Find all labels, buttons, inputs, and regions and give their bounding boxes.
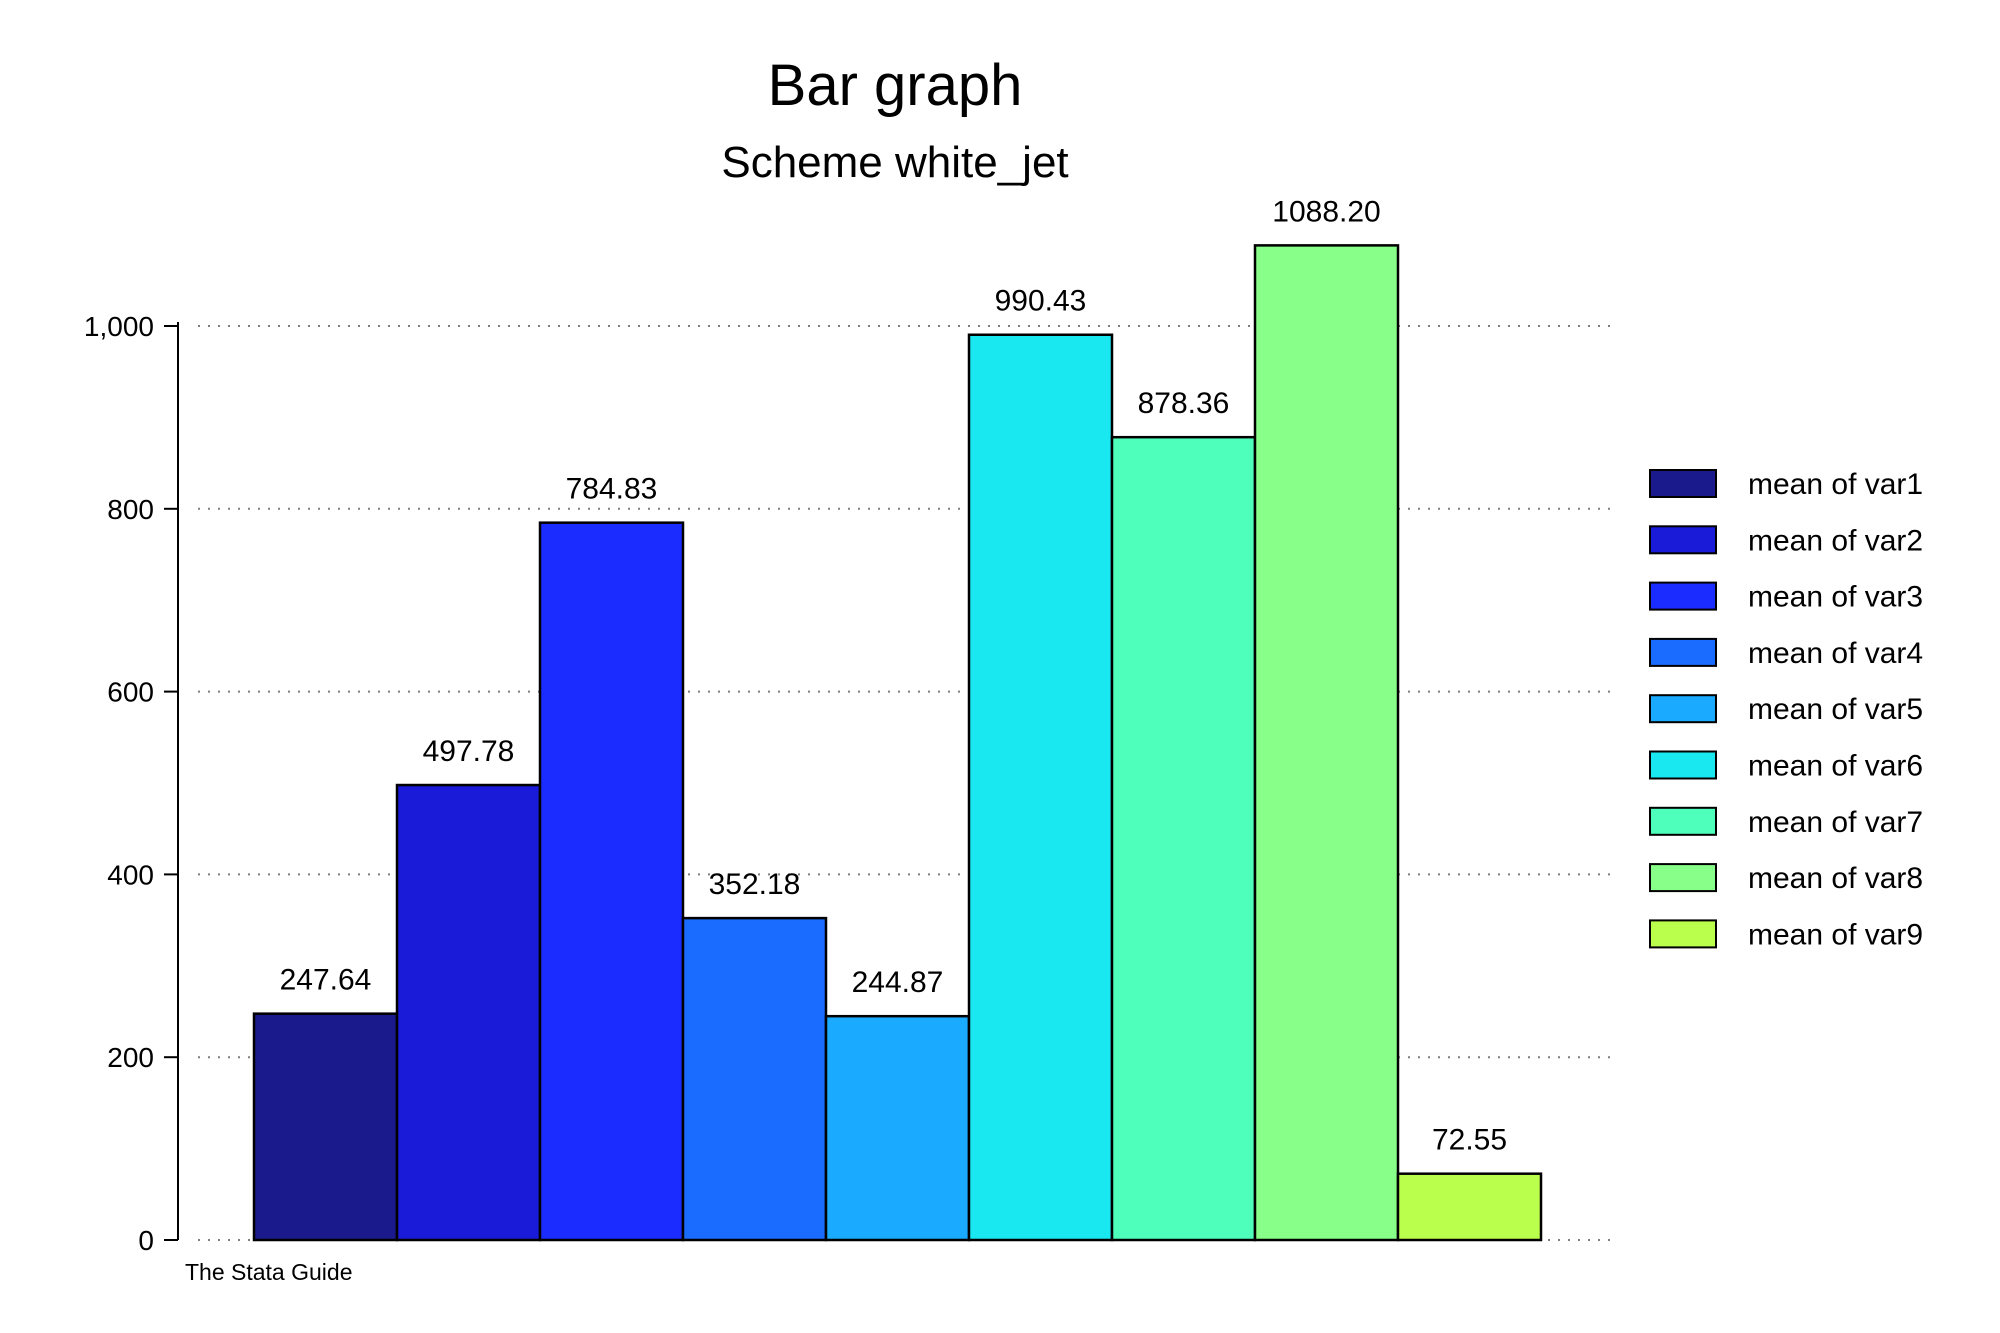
bar-value-label: 784.83 [566, 473, 658, 506]
bar-value-label: 244.87 [852, 966, 944, 999]
legend-label: mean of var4 [1748, 637, 1923, 670]
bar [538, 521, 685, 1242]
y-tick-label: 1,000 [84, 311, 154, 342]
y-tick-label: 200 [107, 1042, 154, 1073]
bar [1396, 1172, 1543, 1242]
legend-label: mean of var2 [1748, 524, 1923, 557]
chart-note: The Stata Guide [185, 1259, 353, 1285]
legend: mean of var1 mean of var2 mean of var3 mean… [1649, 468, 1923, 951]
legend-label: mean of var9 [1748, 918, 1923, 951]
chart-title: Bar graph [768, 53, 1023, 118]
bar [1110, 435, 1257, 1242]
legend-swatch [1649, 525, 1717, 555]
bar-value-label: 497.78 [423, 735, 515, 768]
y-tick-label: 0 [138, 1225, 154, 1256]
bar-value-label: 990.43 [995, 285, 1087, 318]
bar [967, 333, 1114, 1242]
legend-swatch [1649, 919, 1717, 949]
y-tick-label: 800 [107, 494, 154, 525]
bar [1253, 244, 1400, 1242]
legend-swatch [1649, 581, 1717, 611]
legend-label: mean of var1 [1748, 468, 1923, 501]
chart-subtitle: Scheme white_jet [721, 138, 1068, 187]
legend-label: mean of var6 [1748, 750, 1923, 783]
bar [681, 916, 828, 1242]
legend-swatch [1649, 806, 1717, 836]
bar-value-label: 352.18 [709, 868, 801, 901]
legend-label: mean of var8 [1748, 862, 1923, 895]
legend-swatch [1649, 637, 1717, 667]
y-tick-label: 400 [107, 859, 154, 890]
legend-swatch [1649, 750, 1717, 780]
legend-label: mean of var3 [1748, 581, 1923, 614]
bars [252, 244, 1543, 1242]
bar-value-label: 72.55 [1432, 1124, 1507, 1157]
bar-value-label: 1088.20 [1272, 195, 1380, 228]
y-axis: 0 200 400 600 800 1,000 [84, 311, 179, 1256]
legend-swatch [1649, 694, 1717, 724]
bar-value-labels: 247.64 497.78 784.83 352.18 244.87 990.43 878.… [280, 195, 1507, 1156]
bar [395, 783, 542, 1242]
bar-value-label: 247.64 [280, 964, 372, 997]
legend-label: mean of var7 [1748, 806, 1923, 839]
bar-value-label: 878.36 [1138, 387, 1230, 420]
legend-swatch [1649, 863, 1717, 893]
bar [824, 1014, 971, 1242]
bar [252, 1012, 399, 1242]
y-tick-label: 600 [107, 677, 154, 708]
legend-swatch [1649, 469, 1717, 498]
legend-label: mean of var5 [1748, 693, 1923, 726]
